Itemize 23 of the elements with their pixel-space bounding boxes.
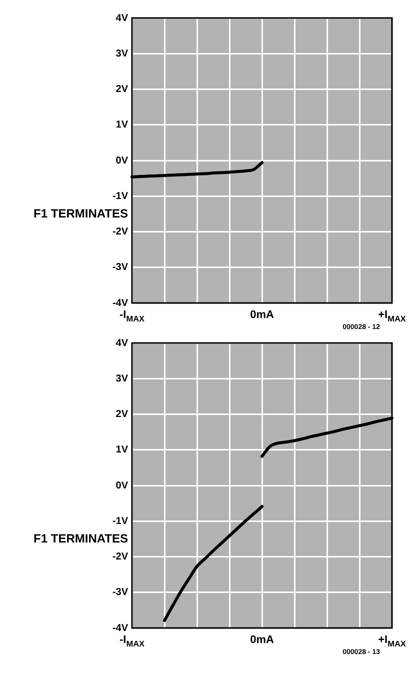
y-tick-label: -2V: [112, 226, 128, 238]
y-tick-label: -1V: [112, 516, 128, 527]
y-tick-label: 1V: [116, 120, 128, 131]
y-tick-label: -4V: [112, 622, 128, 634]
y-tick-label: 2V: [116, 409, 128, 420]
y-tick-label: -3V: [112, 587, 128, 598]
y-axis-title: F1 TERMINATES: [34, 206, 128, 220]
y-tick-label: 0V: [116, 480, 128, 492]
y-tick-label: 2V: [116, 84, 128, 95]
y-tick-label: 3V: [116, 373, 128, 384]
x-tick-label: 0mA: [250, 634, 274, 646]
y-tick-label: -4V: [112, 298, 128, 309]
y-tick-label: 4V: [116, 338, 128, 349]
y-tick-label: -3V: [112, 262, 128, 274]
y-axis-title: F1 TERMINATES: [34, 531, 128, 546]
y-tick-label: 1V: [116, 444, 128, 456]
y-tick-label: 0V: [116, 155, 128, 166]
y-tick-label: -1V: [112, 190, 128, 202]
y-tick-label: 3V: [116, 48, 128, 60]
x-tick-label: 0mA: [250, 309, 274, 321]
y-tick-label: -2V: [112, 552, 128, 562]
line-series: [163, 505, 264, 622]
y-tick-label: 4V: [116, 12, 128, 24]
